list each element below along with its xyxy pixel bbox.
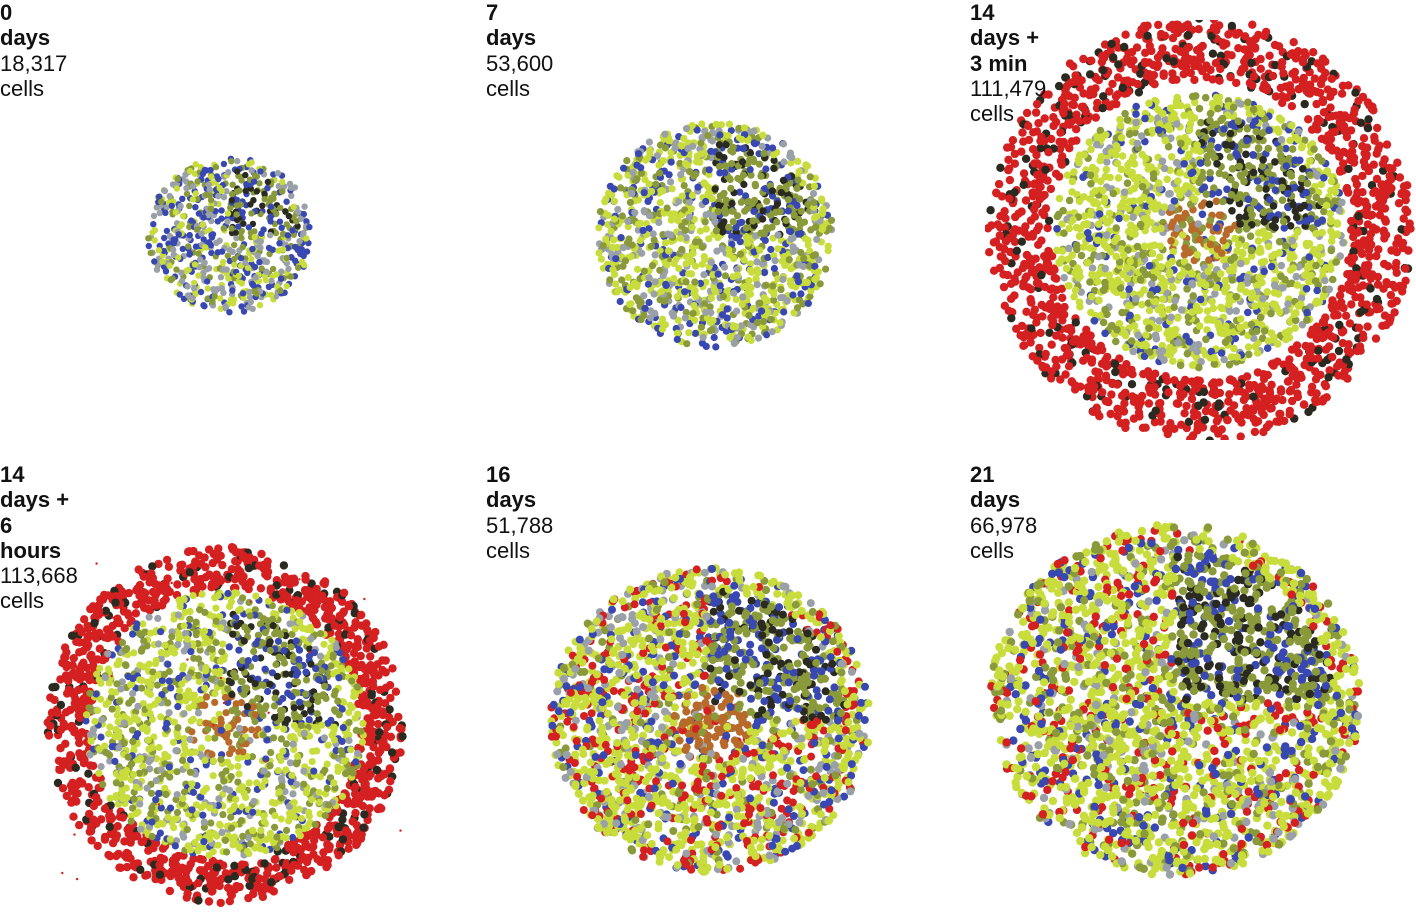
panel-label: 0 days 18,317 cells <box>0 0 67 101</box>
cell-count: 18,317 cells <box>0 50 68 101</box>
panel-label: 7 days 53,600 cells <box>486 0 553 101</box>
cell-count: 51,788 cells <box>486 512 554 563</box>
cell-count: 53,600 cells <box>486 50 554 101</box>
panel-label: 16 days 51,788 cells <box>486 462 553 563</box>
spheroid-render-21-days <box>987 521 1364 879</box>
cell-count: 66,978 cells <box>970 512 1038 563</box>
panel-label: 14 days + 3 min 111,479 cells <box>970 0 1046 126</box>
panel-title: 14 days + 3 min <box>970 0 1040 76</box>
panel-label: 14 days + 6 hours 113,668 cells <box>0 462 78 614</box>
cell-count: 111,479 cells <box>970 75 1047 127</box>
panel-title: 0 days <box>0 0 51 51</box>
panel-title: 16 days <box>486 462 537 513</box>
panel-label: 21 days 66,978 cells <box>970 462 1037 563</box>
panel-title: 7 days <box>486 0 537 51</box>
cell-count: 113,668 cells <box>0 563 78 614</box>
spheroid-render-14-days-6-hours <box>43 543 407 908</box>
panel-title: 21 days <box>970 462 1021 513</box>
spheroid-render-7-days <box>595 120 836 351</box>
spheroid-render-16-days <box>547 564 873 876</box>
panel-title: 14 days + 6 hours <box>0 462 70 563</box>
spheroid-render-0-days <box>145 155 313 316</box>
spheroid-render-14-days-3-min <box>985 20 1415 440</box>
